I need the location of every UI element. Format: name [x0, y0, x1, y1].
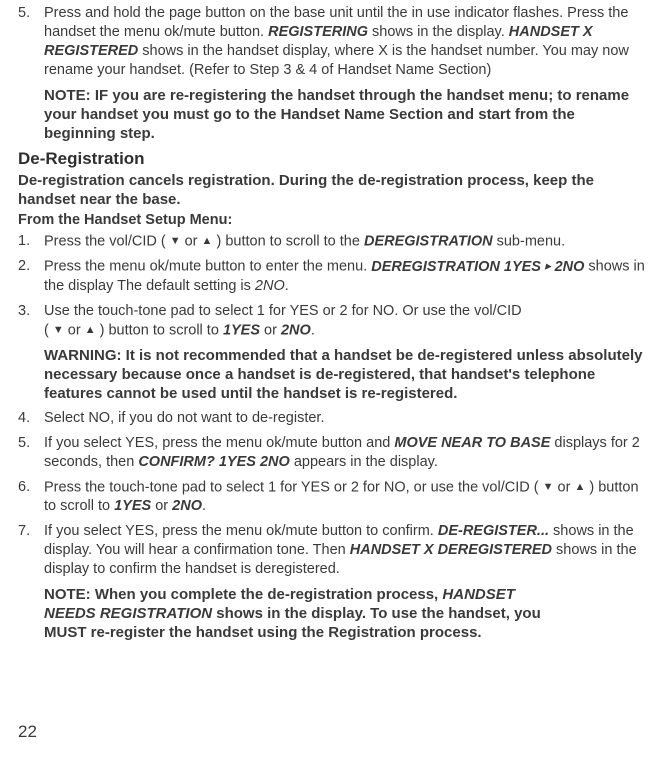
setup-menu-label: From the Handset Setup Menu: — [18, 211, 646, 230]
step-content: Press and hold the page button on the ba… — [44, 4, 646, 80]
registering-label: REGISTERING — [268, 24, 368, 40]
text: or — [64, 322, 85, 338]
dereg-step-5: 5. If you select YES, press the menu ok/… — [18, 434, 646, 472]
dereg-step-4: 4. Select NO, if you do not want to de-r… — [18, 409, 646, 428]
text: Press the menu ok/mute button to enter t… — [44, 259, 371, 275]
handset-deregistered-label: HANDSET X DEREGISTERED — [350, 542, 552, 558]
deregistration-steps-cont: 4. Select NO, if you do not want to de-r… — [18, 409, 646, 579]
yes-option: 1YES — [114, 498, 151, 514]
step-5-register: 5. Press and hold the page button on the… — [18, 4, 646, 80]
text: If you select YES, press the menu ok/mut… — [44, 523, 438, 539]
dereg-step-2: 2. Press the menu ok/mute button to ente… — [18, 257, 646, 295]
step-content: Press the menu ok/mute button to enter t… — [44, 257, 646, 295]
no-option: 2NO — [172, 498, 202, 514]
dereg-step-6: 6. Press the touch-tone pad to select 1 … — [18, 478, 646, 516]
text: shows in the display. — [368, 24, 509, 40]
step-content: Select NO, if you do not want to de-regi… — [44, 409, 646, 428]
deregistration-label: DEREGISTRATION — [364, 233, 493, 249]
step-content: Press the vol/CID ( ▼ or ▲ ) button to s… — [44, 232, 646, 251]
deregistration-steps: 1. Press the vol/CID ( ▼ or ▲ ) button t… — [18, 232, 646, 340]
confirm-label: CONFIRM? 1YES 2NO — [138, 454, 289, 470]
move-near-label: MOVE NEAR TO BASE — [394, 435, 550, 451]
step-number: 2. — [18, 257, 44, 295]
text: sub-menu. — [493, 233, 566, 249]
text: . — [202, 498, 206, 514]
deregistration-intro: De-registration cancels registration. Du… — [18, 171, 646, 209]
dereg-step-7: 7. If you select YES, press the menu ok/… — [18, 522, 646, 579]
dereg-step-1: 1. Press the vol/CID ( ▼ or ▲ ) button t… — [18, 232, 646, 251]
step-content: If you select YES, press the menu ok/mut… — [44, 434, 646, 472]
step-number: 4. — [18, 409, 44, 428]
deregister-label: DE-REGISTER... — [438, 523, 549, 539]
yes-option: 1YES — [223, 322, 260, 338]
down-arrow-icon: ▼ — [543, 481, 554, 493]
up-arrow-icon: ▲ — [202, 235, 213, 247]
registration-steps: 5. Press and hold the page button on the… — [18, 4, 646, 80]
menu-display-label: DEREGISTRATION 1YES ▸ 2NO — [371, 259, 584, 275]
step-number: 3. — [18, 302, 44, 340]
text: Press the vol/CID ( — [44, 233, 170, 249]
text: Press the touch-tone pad to select 1 for… — [44, 479, 543, 495]
default-value: 2NO — [255, 278, 285, 294]
step-number: 5. — [18, 434, 44, 472]
text: NOTE: When you complete the de-registrat… — [44, 586, 442, 603]
step-number: 1. — [18, 232, 44, 251]
text: appears in the display. — [290, 454, 438, 470]
text: or — [260, 322, 281, 338]
text: ( — [44, 322, 53, 338]
down-arrow-icon: ▼ — [170, 235, 181, 247]
no-option: 2NO — [281, 322, 311, 338]
text: or — [554, 479, 575, 495]
text: ) button to scroll to the — [212, 233, 364, 249]
page-number: 22 — [18, 722, 37, 742]
step-number: 6. — [18, 478, 44, 516]
down-arrow-icon: ▼ — [53, 324, 64, 336]
dereg-step-3: 3. Use the touch-tone pad to select 1 fo… — [18, 302, 646, 340]
up-arrow-icon: ▲ — [85, 324, 96, 336]
text: If you select YES, press the menu ok/mut… — [44, 435, 394, 451]
text: Use the touch-tone pad to select 1 for Y… — [44, 303, 522, 319]
up-arrow-icon: ▲ — [574, 481, 585, 493]
text: or — [151, 498, 172, 514]
dereg-warning: WARNING: It is not recommended that a ha… — [44, 346, 646, 403]
step-content: Press the touch-tone pad to select 1 for… — [44, 478, 646, 516]
step-content: If you select YES, press the menu ok/mut… — [44, 522, 646, 579]
step-number: 5. — [18, 4, 44, 80]
text: . — [285, 278, 289, 294]
text: or — [181, 233, 202, 249]
deregistration-heading: De-Registration — [18, 149, 646, 169]
document-page: 5. Press and hold the page button on the… — [0, 0, 664, 758]
text: ) button to scroll to — [96, 322, 223, 338]
re-register-note: NOTE: IF you are re-registering the hand… — [44, 86, 646, 143]
text: . — [311, 322, 315, 338]
step-number: 7. — [18, 522, 44, 579]
final-note: NOTE: When you complete the de-registrat… — [44, 585, 564, 642]
step-content: Use the touch-tone pad to select 1 for Y… — [44, 302, 646, 340]
